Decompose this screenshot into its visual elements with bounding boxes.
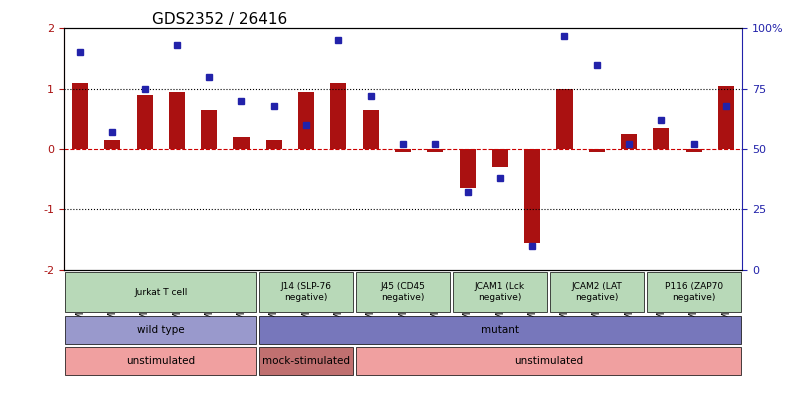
Bar (136, 95, 152, 149)
FancyBboxPatch shape (259, 272, 353, 312)
Bar (395, 149, 411, 152)
Bar (72, 83, 88, 149)
Bar (330, 83, 346, 149)
Bar (589, 149, 605, 152)
Text: unstimulated: unstimulated (126, 356, 196, 366)
FancyBboxPatch shape (356, 347, 741, 375)
Bar (105, 140, 120, 149)
FancyBboxPatch shape (259, 316, 741, 344)
Bar (266, 140, 282, 149)
Bar (524, 149, 540, 243)
Text: JCAM1 (Lck
negative): JCAM1 (Lck negative) (475, 282, 525, 302)
FancyBboxPatch shape (65, 272, 256, 312)
Bar (492, 149, 508, 167)
FancyBboxPatch shape (65, 316, 256, 344)
Bar (427, 149, 444, 152)
Bar (460, 149, 476, 188)
Text: J14 (SLP-76
negative): J14 (SLP-76 negative) (281, 282, 332, 302)
FancyBboxPatch shape (647, 272, 741, 312)
Text: P116 (ZAP70
negative): P116 (ZAP70 negative) (665, 282, 723, 302)
Bar (654, 128, 670, 149)
Bar (621, 134, 637, 149)
Text: mock-stimulated: mock-stimulated (262, 356, 350, 366)
Text: wild type: wild type (137, 325, 184, 335)
FancyBboxPatch shape (259, 347, 353, 375)
FancyBboxPatch shape (453, 272, 547, 312)
Bar (201, 110, 217, 149)
Text: JCAM2 (LAT
negative): JCAM2 (LAT negative) (571, 282, 622, 302)
Bar (298, 92, 314, 149)
FancyBboxPatch shape (550, 272, 644, 312)
Bar (718, 86, 734, 149)
Bar (685, 149, 701, 152)
Bar (233, 137, 250, 149)
FancyBboxPatch shape (356, 272, 450, 312)
Text: GDS2352 / 26416: GDS2352 / 26416 (152, 12, 287, 27)
Text: J45 (CD45
negative): J45 (CD45 negative) (381, 282, 425, 302)
FancyBboxPatch shape (65, 347, 256, 375)
Bar (169, 92, 185, 149)
Text: mutant: mutant (481, 325, 519, 335)
Text: unstimulated: unstimulated (514, 356, 583, 366)
Text: Jurkat T cell: Jurkat T cell (134, 288, 188, 296)
Bar (362, 110, 379, 149)
Bar (556, 89, 572, 149)
